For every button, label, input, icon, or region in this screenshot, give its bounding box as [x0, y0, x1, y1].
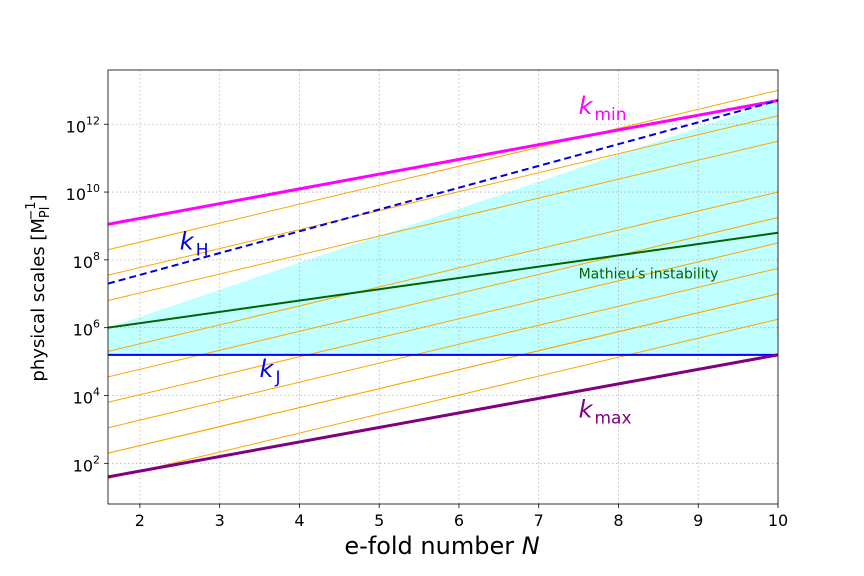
x-axis-label-text: e-fold number — [344, 532, 521, 560]
x-tick-label: 8 — [613, 511, 623, 530]
annotation-kmax: k max — [579, 396, 632, 429]
x-tick-label: 3 — [215, 511, 225, 530]
annotation-main: k — [260, 355, 275, 383]
y-axis-label-sup: −1 — [24, 201, 39, 220]
y-tick-label: 1010 — [66, 182, 100, 204]
y-tick-base: 10 — [73, 253, 93, 272]
y-tick-base: 10 — [73, 456, 93, 475]
series-line-mathieu — [108, 231, 778, 329]
orange-line — [108, 191, 778, 352]
orange-line — [108, 293, 778, 454]
y-tick-exponent: 6 — [93, 318, 100, 331]
y-axis-label-close: ] — [28, 194, 49, 201]
y-tick-label: 1012 — [66, 114, 100, 136]
annotation-main: k — [579, 92, 594, 120]
annotation-kmin: k min — [579, 92, 627, 125]
x-tick-label: 6 — [454, 511, 464, 530]
plot-frame — [107, 69, 779, 505]
y-tick-base: 10 — [66, 117, 86, 136]
x-tick-label: 10 — [768, 511, 788, 530]
y-axis-label-sub: Pl — [38, 207, 53, 218]
y-tick-exponent: 4 — [93, 386, 100, 399]
y-tick-exponent: 8 — [93, 250, 100, 263]
y-tick-label: 102 — [73, 453, 100, 475]
annotation-main: k — [180, 228, 195, 256]
y-axis-label-text: physical scales [M — [28, 218, 49, 382]
orange-line — [108, 115, 778, 276]
orange-line — [108, 89, 778, 251]
x-axis-label: e-fold number N — [344, 532, 539, 560]
orange-line — [108, 267, 778, 429]
x-tick-label: 2 — [135, 511, 145, 530]
annotation-sub: min — [595, 105, 627, 125]
annotation-mathieu: Mathieu′s instability — [579, 267, 719, 283]
annotation-sub: J — [274, 368, 280, 388]
annotation-main: k — [579, 396, 594, 424]
orange-line — [108, 242, 778, 403]
series-line-kH — [108, 99, 778, 285]
x-axis-label-var: N — [522, 532, 540, 560]
series-line-kmin — [108, 99, 778, 226]
y-tick-exponent: 10 — [86, 182, 100, 195]
x-tick-label: 9 — [693, 511, 703, 530]
y-tick-label: 106 — [73, 318, 100, 340]
shaded-region — [108, 100, 778, 355]
y-tick-label: 104 — [73, 386, 100, 408]
x-tick-label: 4 — [294, 511, 304, 530]
y-tick-base: 10 — [73, 321, 93, 340]
y-tick-exponent: 12 — [86, 114, 100, 127]
y-tick-base: 10 — [73, 389, 93, 408]
y-tick-exponent: 2 — [93, 453, 100, 466]
orange-line — [108, 217, 778, 378]
x-tick-label: 7 — [534, 511, 544, 530]
series-line-kmax — [108, 353, 778, 479]
annotation-sub: max — [595, 409, 632, 429]
orange-line — [108, 318, 778, 480]
y-tick-base: 10 — [66, 185, 86, 204]
y-tick-label: 108 — [73, 250, 100, 272]
y-axis-label: physical scales [MPl−1] — [24, 194, 53, 381]
x-tick-label: 5 — [374, 511, 384, 530]
orange-line — [108, 140, 778, 302]
annotation-sub: H — [196, 241, 209, 261]
